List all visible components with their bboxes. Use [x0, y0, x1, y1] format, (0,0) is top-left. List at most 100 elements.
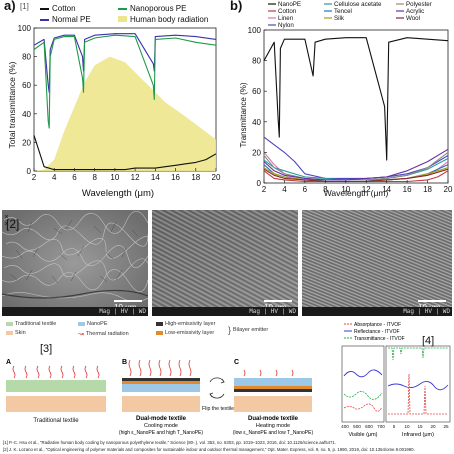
panel-4-ticks: 400 500 600 700 5 10 15 20 25: [341, 424, 449, 429]
panel-3: [3] A B C Traditional textile: [0, 338, 340, 438]
panel-b-xtick-label-2: 2: [262, 185, 267, 194]
caption-cooling: Dual-mode textile: [136, 416, 187, 422]
thermal-arrow-icon: ↝: [78, 331, 84, 338]
panel-b-plot-frame: [263, 29, 449, 184]
sem-image-1: [2] 10 μm Mag | HV | WD: [2, 210, 148, 316]
panel-4-visible-tick-600: 600: [365, 424, 373, 429]
legend-label-normal-pe: Normal PE: [52, 15, 91, 24]
panel-a: a) [1] Total transmittance (%) Wavelengt…: [0, 0, 222, 205]
panel-4-visible-tick-700: 700: [377, 424, 385, 429]
panel-a-xtick-label-20: 20: [212, 173, 221, 182]
panel-4-ir-tick-10: 10: [404, 424, 410, 429]
panel-4-ir-reflectance: [387, 381, 449, 391]
panel-b-xtick-label-4: 4: [282, 185, 287, 194]
schematic-cooling: Dual-mode textile Cooling mode (high ε_N…: [119, 359, 203, 436]
panel-b-legend-label-tencel: Tencel: [334, 8, 352, 15]
panel-b-svg: b) Transmittance (%) Wavelength (μm) 2 4 6…: [230, 0, 453, 198]
panel-a-xtick-label-14: 14: [151, 173, 160, 182]
panel-3-ref: [3]: [40, 343, 52, 355]
panel-4-visible-marks: [343, 369, 383, 412]
panel-4-ir-marks: [387, 347, 449, 415]
panel-a-ylabel: Total transmittance (%): [7, 61, 17, 148]
panel-b-xtick-label-16: 16: [403, 185, 412, 194]
sem-image-2: 10 μm Mag | HV | WD: [152, 210, 298, 316]
caption-heating-sub2: (low ε_NanoPE and low T_NanoPE): [233, 430, 314, 436]
reference-2: [2] J. K. Lozano et al., "Optical engine…: [3, 447, 415, 452]
panel-a-svg: a) [1] Total transmittance (%) Wavelengt…: [4, 0, 221, 199]
panel-4-visible-reflectance: [343, 369, 383, 378]
panel-a-marks: [33, 33, 217, 171]
reference-1: [1] P.-C. Hsu et al., "Radiative human b…: [3, 440, 337, 445]
panel-a-xtick-label-12: 12: [131, 173, 140, 182]
legend3-skin: Skin: [6, 330, 26, 336]
panel-b-ytick-label-20: 20: [252, 148, 261, 157]
legend4-reflectance: Reflectance - ITVOF: [354, 329, 400, 335]
legend3-label-skin: Skin: [15, 330, 26, 336]
panel-3-label-c: C: [234, 359, 239, 366]
legend3-low-emissivity: Low-emissivity layer: [156, 330, 214, 336]
legend4-absorptance: Absorptance - ITVOF: [354, 322, 401, 328]
panel-4-ref: [4]: [422, 335, 434, 347]
sem-footer-1: Mag | HV | WD: [2, 307, 148, 316]
panel-4-svg: [4] Absorptance - ITVOF Reflectance - IT…: [341, 322, 451, 438]
flip-arrows-icon: [209, 377, 225, 399]
schematic-heating: Dual-mode textile Heating mode (low ε_Na…: [233, 369, 314, 436]
legend3-bilayer: } Bilayer emitter: [228, 325, 268, 335]
caption-traditional: Traditional textile: [33, 418, 79, 424]
panel-b-xlabel: Wavelength (μm): [324, 188, 389, 198]
panel-a-xtick-label-10: 10: [110, 173, 119, 182]
panel-4-ir-absorptance: [388, 373, 448, 415]
panel-b-xtick-label-10: 10: [341, 185, 350, 194]
panel-b-legend-label-silk: Silk: [334, 15, 345, 22]
panel-a-ytick-label-20: 20: [22, 138, 31, 147]
panel-b-xtick-label-14: 14: [382, 185, 391, 194]
panel-4-ir-tick-15: 15: [417, 424, 423, 429]
panel-4-visible-tick-400: 400: [341, 424, 349, 429]
panel-b-xtick-label-18: 18: [423, 185, 432, 194]
panel-4-visible-transmittance: [343, 391, 383, 400]
sem-texture-2: [152, 210, 298, 316]
panel-b-xtick-label-8: 8: [323, 185, 328, 194]
legend-label-cotton: Cotton: [52, 4, 76, 13]
panel-3-label-b: B: [122, 359, 127, 366]
caption-heating-sub1: Heating mode: [256, 423, 290, 429]
panel-b-legend-label-polyester: Polyester: [406, 1, 432, 8]
panel-a-xtick-label-6: 6: [72, 173, 77, 182]
panel-a-xtick-label-8: 8: [92, 173, 97, 182]
panel-b-xtick-label-20: 20: [444, 185, 453, 194]
sem-footer-2: Mag | HV | WD: [152, 307, 298, 316]
panel-4-ir-tick-25: 25: [443, 424, 449, 429]
panel-b-legend-label-cotton: Cotton: [278, 8, 297, 15]
panel-b-letter: b): [230, 0, 242, 13]
panel-4-ir-tick-20: 20: [430, 424, 436, 429]
legend3-high-emissivity: High-emissivity layer: [156, 321, 215, 327]
panel-b-legend-label-linen: Linen: [278, 15, 294, 22]
legend3-label-thermal-radiation: Thermal radiation: [85, 331, 129, 337]
legend4-transmittance: Transmittance - ITVOF: [354, 336, 405, 342]
panel-4: [4] Absorptance - ITVOF Reflectance - IT…: [338, 318, 454, 438]
legend3-label-traditional-textile: Traditional textile: [15, 321, 57, 327]
panel-4-visible-tick-500: 500: [353, 424, 361, 429]
panel-a-xtick-label-18: 18: [191, 173, 200, 182]
sem-texture-3: [302, 210, 452, 316]
legend-swatch-normal-pe: [40, 19, 49, 21]
sem-texture-1: [2]: [2, 210, 148, 316]
panel-b-ticks: 2 4 6 8 10 12 14 16 18 20 0 20 40 60 80 100: [248, 26, 453, 194]
sem-footer-text-2: Mag | HV | WD: [249, 308, 296, 315]
legend3-label-bilayer: Bilayer emitter: [233, 327, 269, 333]
panel-a-ticks: 2 4 6 8 10 12 14 16 18 20 0 20 40 60 80 100: [18, 24, 221, 182]
panel-a-ref: [1]: [20, 2, 29, 11]
panel-a-xtick-label-4: 4: [52, 173, 57, 182]
panel-b-series-nanope: [263, 37, 449, 161]
panel-b-ytick-label-60: 60: [252, 87, 261, 96]
panel-b-legend-label-nylon: Nylon: [278, 22, 294, 29]
traditional-textile-layer: [6, 380, 106, 392]
sem-footer-3: Mag | HV | WD: [302, 307, 452, 316]
panel-b-legend-label-acrylic: Acrylic: [406, 8, 424, 15]
caption-heating: Dual-mode textile: [248, 416, 299, 422]
panel-a-xtick-label-16: 16: [171, 173, 180, 182]
panel-4-xlabel-visible: Visible (μm): [348, 432, 377, 438]
panel-a-series-cotton: [33, 135, 217, 171]
sem-footer-text-1: Mag | HV | WD: [99, 308, 146, 315]
panel-3-label-a: A: [6, 359, 11, 366]
